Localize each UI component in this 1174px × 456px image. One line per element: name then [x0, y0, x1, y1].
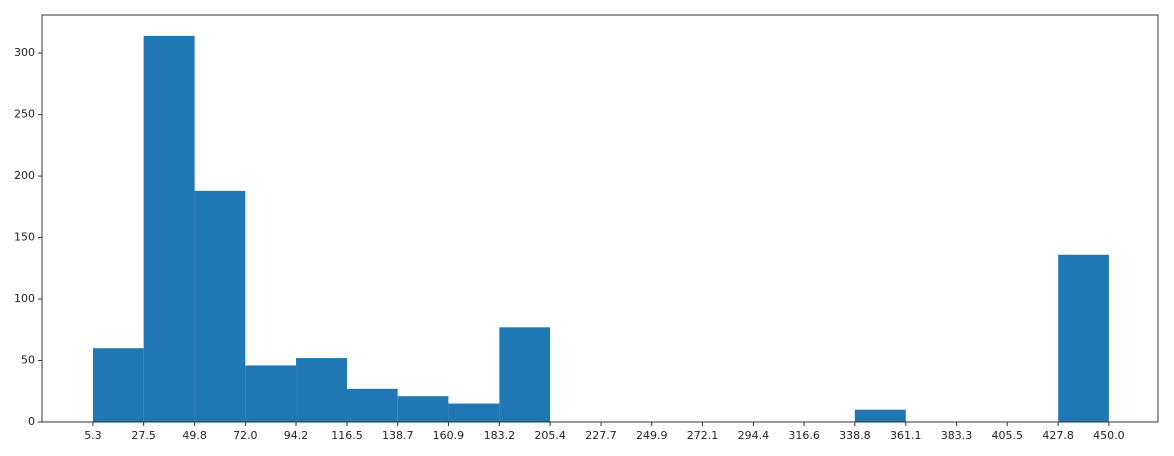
y-tick-label: 50: [21, 354, 35, 367]
y-tick-label: 100: [14, 292, 35, 305]
bar: [346, 388, 398, 422]
bar: [1058, 254, 1109, 422]
bar: [143, 35, 195, 423]
y-tick-label: 200: [14, 169, 35, 182]
x-tick-label: 383.3: [941, 429, 973, 442]
bar: [854, 409, 906, 422]
x-tick-label: 294.4: [738, 429, 770, 442]
x-tick-label: 183.2: [484, 429, 516, 442]
x-tick-label: 405.5: [991, 429, 1023, 442]
bar: [296, 358, 347, 422]
y-tick-label: 0: [28, 415, 35, 428]
x-tick-label: 116.5: [331, 429, 363, 442]
x-tick-label: 427.8: [1042, 429, 1074, 442]
x-tick-label: 138.7: [382, 429, 414, 442]
x-tick-label: 450.0: [1093, 429, 1125, 442]
bar: [194, 190, 246, 422]
plot-frame: [41, 14, 1159, 423]
x-tick-label: 5.3: [84, 429, 102, 442]
x-tick-label: 49.8: [182, 429, 207, 442]
x-tick-label: 205.4: [534, 429, 566, 442]
y-tick-label: 300: [14, 46, 35, 59]
x-tick-label: 72.0: [233, 429, 258, 442]
bar: [245, 365, 297, 422]
x-tick-label: 361.1: [890, 429, 922, 442]
x-tick-label: 272.1: [687, 429, 719, 442]
x-tick-label: 94.2: [284, 429, 309, 442]
y-tick-label: 150: [14, 231, 35, 244]
bar: [92, 348, 144, 422]
x-tick-label: 27.5: [131, 429, 156, 442]
x-tick-label: 249.9: [636, 429, 668, 442]
x-tick-label: 227.7: [585, 429, 617, 442]
x-tick-label: 316.6: [788, 429, 820, 442]
x-tick-label: 338.8: [839, 429, 871, 442]
bar: [499, 327, 551, 422]
x-tick-label: 160.9: [433, 429, 465, 442]
y-tick-label: 250: [14, 108, 35, 121]
bar: [397, 396, 449, 422]
bar: [448, 403, 500, 422]
